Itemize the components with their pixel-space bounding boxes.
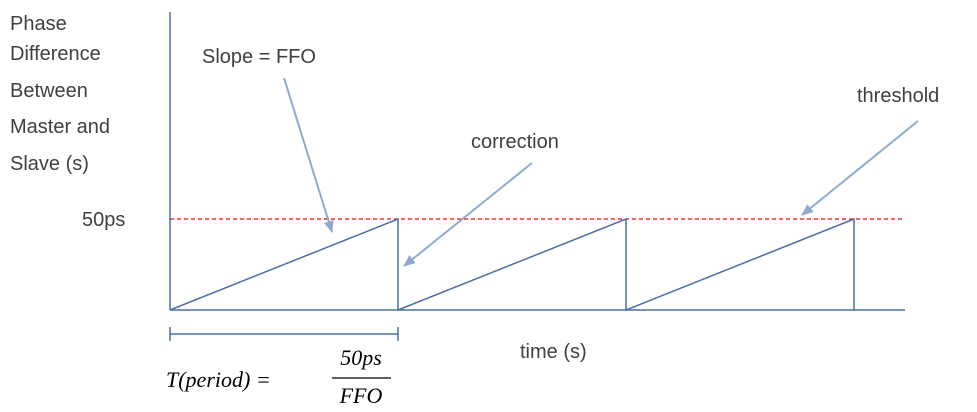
y-axis-label-line-5: Slave (s) (10, 153, 89, 175)
y-axis-label-line-2: Difference (10, 43, 101, 65)
slope-annotation: Slope = FFO (202, 46, 316, 68)
y-axis-label-line-4: Master and (10, 116, 110, 138)
threshold-value-label: 50ps (82, 209, 125, 231)
y-axis-label-line-3: Between (10, 80, 88, 102)
slope-arrow (283, 77, 334, 233)
correction-annotation: correction (471, 131, 559, 153)
period-formula: T(period) = 50ps FFO (166, 345, 391, 408)
y-axis-label-line-1: Phase (10, 13, 67, 35)
threshold-annotation: threshold (857, 85, 939, 107)
period-formula-numerator: 50ps (340, 345, 382, 370)
correction-arrow (403, 162, 533, 267)
x-axis-label: time (s) (520, 341, 587, 363)
period-formula-lhs: T(period) = (166, 367, 271, 392)
threshold-arrow (801, 120, 919, 216)
period-formula-denominator: FFO (339, 383, 383, 408)
sawtooth-signal (169, 217, 855, 312)
